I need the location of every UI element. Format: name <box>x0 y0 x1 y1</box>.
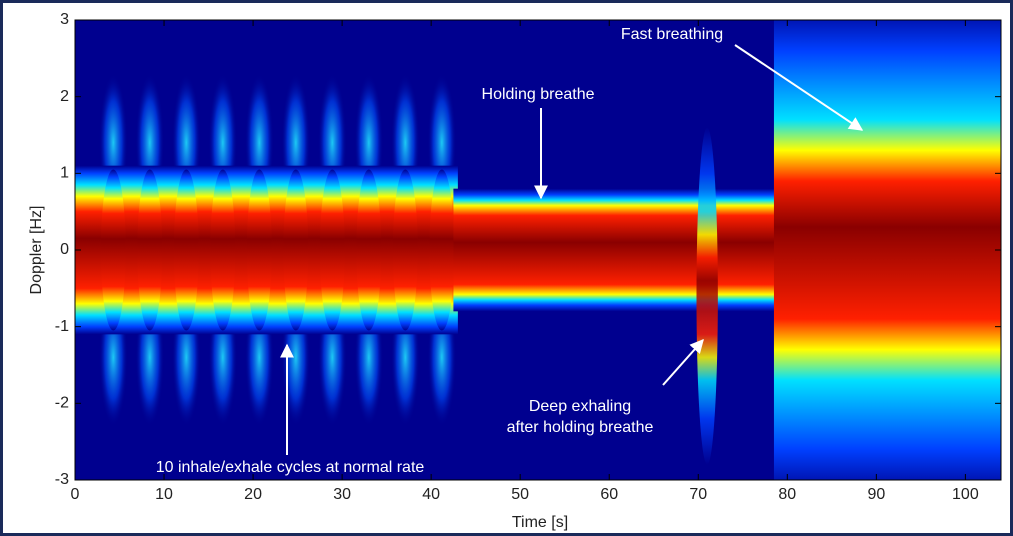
x-tick-label: 20 <box>244 486 262 503</box>
y-tick-label: 1 <box>60 165 69 182</box>
x-tick-label: 90 <box>867 486 885 503</box>
annotation: Fast breathing <box>621 26 723 43</box>
annotation: Holding breathe <box>482 86 595 103</box>
annotation-arrow <box>734 44 864 131</box>
x-tick-label: 40 <box>422 486 440 503</box>
spectral-bump <box>210 169 236 331</box>
spectrogram <box>75 20 1001 480</box>
spectral-bump <box>283 169 309 331</box>
x-tick-label: 80 <box>778 486 796 503</box>
x-tick-label: 10 <box>155 486 173 503</box>
y-tick-label: 2 <box>60 88 69 105</box>
x-tick-label: 30 <box>333 486 351 503</box>
annotation: Deep exhaling <box>529 398 631 415</box>
spectral-bump <box>392 169 418 331</box>
spectral-bump <box>246 169 272 331</box>
y-tick-label: 0 <box>60 241 69 258</box>
y-tick-label: 3 <box>60 11 69 28</box>
spectral-bump <box>319 169 345 331</box>
spectral-bump <box>173 169 199 331</box>
spectral-band <box>696 127 718 465</box>
y-tick-label: -3 <box>55 471 69 488</box>
annotation: 10 inhale/exhale cycles at normal rate <box>156 459 425 476</box>
x-tick-label: 100 <box>952 486 979 503</box>
spectral-band <box>773 20 1001 480</box>
annotation-arrow <box>662 338 704 386</box>
annotation: after holding breathe <box>507 419 654 436</box>
spectral-band <box>453 188 783 312</box>
spectral-bump <box>356 169 382 331</box>
x-tick-label: 60 <box>600 486 618 503</box>
x-axis-label: Time [s] <box>512 514 568 531</box>
x-tick-label: 0 <box>71 486 80 503</box>
spectral-bump <box>100 169 126 331</box>
y-axis-label: Doppler [Hz] <box>28 206 45 295</box>
x-tick-label: 50 <box>511 486 529 503</box>
y-tick-label: -2 <box>55 395 69 412</box>
spectral-bump <box>137 169 163 331</box>
x-tick-label: 70 <box>689 486 707 503</box>
y-tick-label: -1 <box>55 318 69 335</box>
spectral-bump <box>429 169 455 331</box>
